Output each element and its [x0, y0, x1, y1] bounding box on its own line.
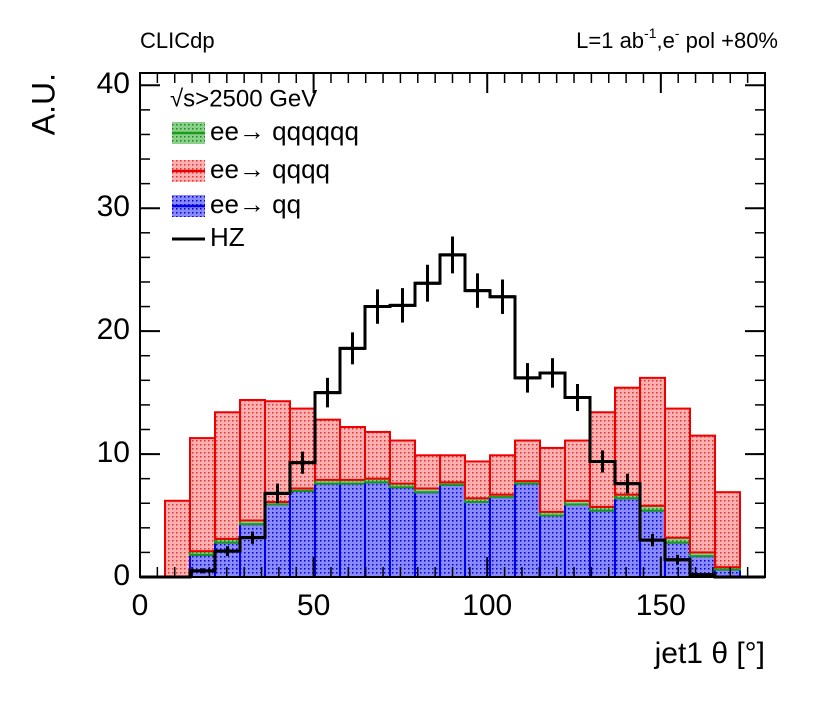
- histogram-bar: [564, 503, 591, 579]
- histogram-bar: [339, 426, 366, 481]
- x-tick-label: 100: [462, 589, 512, 622]
- histogram-bar: [314, 418, 341, 481]
- y-axis-label: A.U.: [25, 73, 61, 135]
- histogram-bar: [339, 482, 366, 579]
- histogram-bar: [164, 499, 191, 579]
- histogram-bar: [314, 482, 341, 579]
- legend-label: ee→ qqqqqq: [210, 116, 359, 146]
- legend-header: √s>2500 GeV: [170, 85, 317, 112]
- label-part: L=1 ab: [576, 28, 644, 53]
- histogram-bar: [464, 501, 491, 579]
- histogram-bar: [189, 437, 216, 553]
- histogram-bar: [689, 434, 716, 554]
- top-left-label: CLICdp: [140, 28, 215, 53]
- histogram-bar: [289, 407, 316, 490]
- y-tick-label: 10: [97, 436, 130, 469]
- histogram-bar: [264, 503, 291, 579]
- top-right-label: L=1 ab-1,e- pol +80%: [576, 25, 778, 53]
- x-tick-label: 50: [297, 589, 330, 622]
- histogram-bar: [489, 496, 516, 578]
- histogram-bar: [239, 398, 266, 522]
- histogram-bar: [364, 430, 391, 480]
- histogram-bar: [514, 439, 541, 483]
- histogram-bar: [414, 491, 441, 578]
- histogram-bar: [439, 483, 466, 578]
- histogram-bar: [539, 446, 566, 513]
- histogram-bar: [289, 489, 316, 579]
- label-part: ,e: [657, 28, 675, 53]
- x-tick-label: 0: [132, 589, 149, 622]
- histogram-bar: [489, 454, 516, 496]
- histogram-bar: [639, 376, 666, 507]
- histogram-bar: [564, 439, 591, 502]
- histogram-bar: [614, 497, 641, 579]
- histogram-bar: [389, 439, 416, 485]
- histogram-bar: [539, 514, 566, 578]
- histogram-bar: [189, 553, 216, 578]
- histogram-bar: [389, 486, 416, 579]
- histogram-bar: [414, 454, 441, 490]
- histogram-bar: [589, 509, 616, 578]
- histogram-bar: [439, 454, 466, 484]
- y-tick-label: 20: [97, 313, 130, 346]
- histogram-bar: [214, 411, 241, 540]
- y-tick-label: 30: [97, 190, 130, 223]
- y-tick-label: 0: [113, 559, 130, 592]
- histogram-bar: [464, 460, 491, 500]
- x-axis-label: jet1 θ [°]: [654, 637, 765, 670]
- label-part: -: [675, 25, 680, 41]
- label-part: -1: [644, 25, 657, 41]
- legend-label: ee→ qq: [210, 189, 301, 219]
- legend-label: ee→ qqqq: [210, 154, 330, 184]
- histogram-bar: [514, 482, 541, 579]
- label-part: pol +80%: [680, 28, 778, 53]
- x-tick-label: 150: [636, 589, 686, 622]
- histogram-bar: [364, 481, 391, 578]
- legend-label: HZ: [210, 222, 245, 252]
- y-tick-label: 40: [97, 67, 130, 100]
- histogram-bar: [664, 407, 691, 539]
- histogram-bar: [714, 491, 741, 569]
